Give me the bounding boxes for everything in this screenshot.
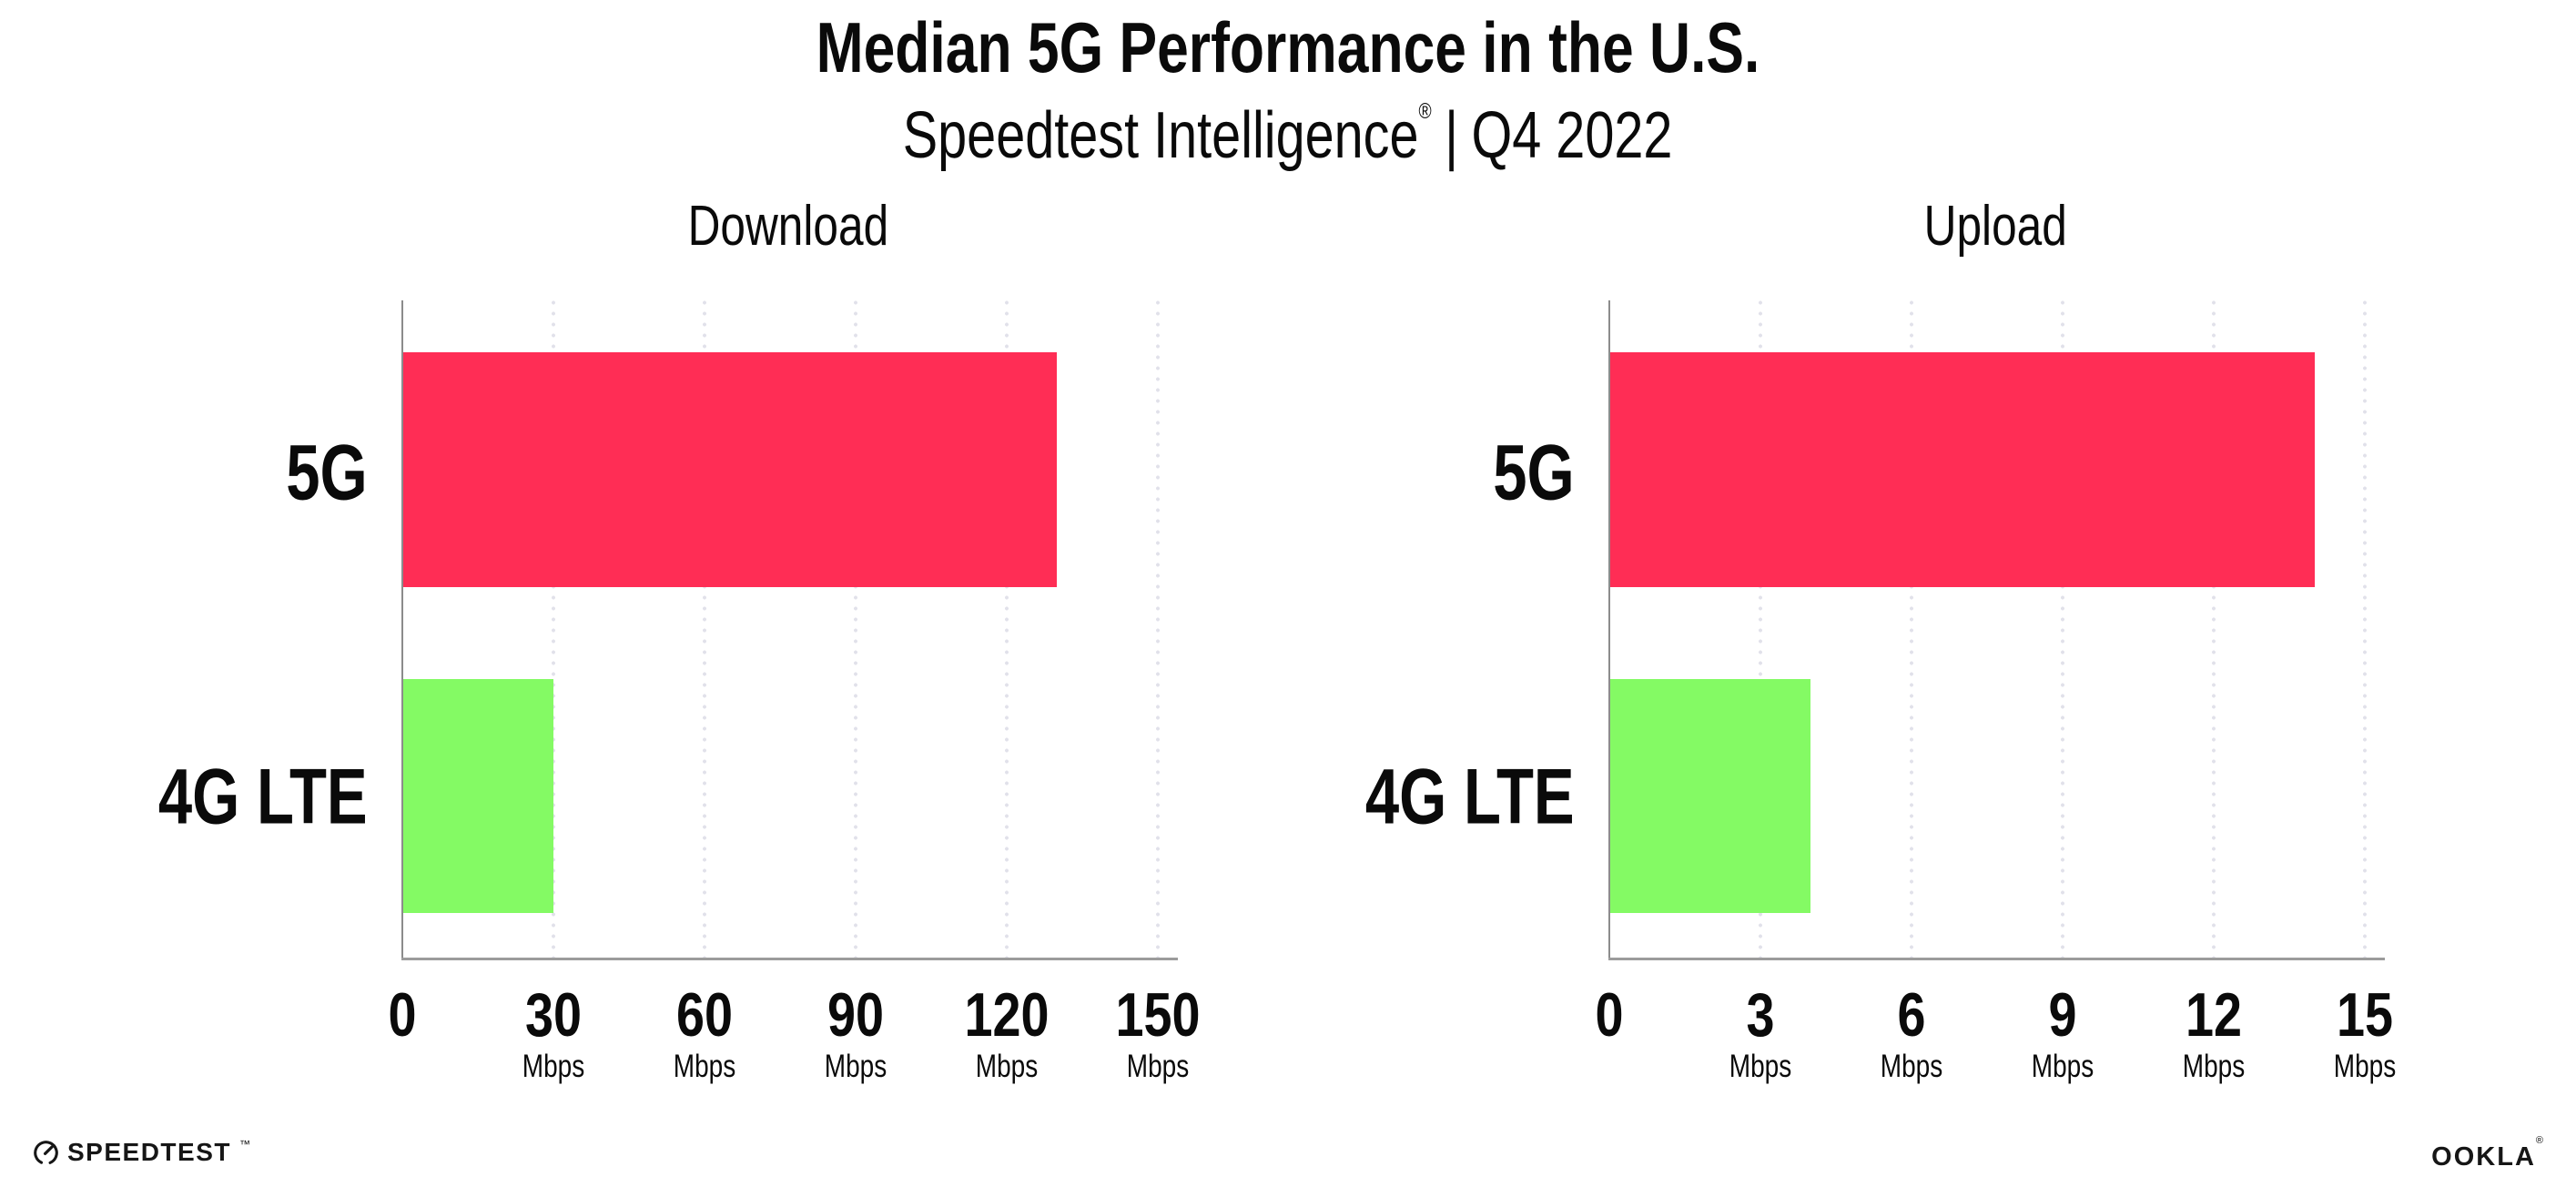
y-axis-line (401, 300, 403, 959)
x-tick-label: 60 (675, 980, 734, 1050)
x-axis-line (401, 958, 1178, 960)
subtitle-separator: | (1445, 99, 1459, 172)
category-label-4g-lte: 4G LTE (158, 753, 368, 841)
x-tick-unit: Mbps (824, 1049, 887, 1084)
upload-plot-area: 5G 4G LTE (1365, 300, 2385, 960)
gridline (703, 300, 706, 959)
bar-5g-download (402, 352, 1058, 587)
x-tick-label: 0 (388, 980, 417, 1050)
registered-mark: ® (1418, 99, 1433, 124)
ookla-logo: OOKLA® (2431, 1135, 2543, 1172)
x-tick-unit: Mbps (522, 1049, 585, 1084)
x-tick-label: 12 (2185, 980, 2243, 1050)
category-label-4g-lte: 4G LTE (1365, 753, 1575, 841)
bar-4g-lte-upload (1609, 679, 1811, 913)
x-tick-label: 120 (964, 980, 1050, 1050)
x-tick-unit: Mbps (2182, 1049, 2246, 1084)
gridline (1005, 300, 1009, 959)
x-tick-unit: Mbps (2031, 1049, 2094, 1084)
gridline (2061, 300, 2064, 959)
x-tick-unit: Mbps (2333, 1049, 2397, 1084)
gridline (2212, 300, 2216, 959)
category-label-5g: 5G (1493, 429, 1575, 517)
gridline (1910, 300, 1913, 959)
x-tick-label: 30 (524, 980, 583, 1050)
download-chart-title: Download (687, 195, 889, 258)
y-axis-line (1608, 300, 1610, 959)
bar-5g-upload (1609, 352, 2315, 587)
x-tick-label: 0 (1595, 980, 1624, 1050)
gridline (1156, 300, 1160, 959)
x-tick-unit: Mbps (1729, 1049, 1792, 1084)
x-tick-label: 9 (2048, 980, 2077, 1050)
trademark-mark: ™ (238, 1138, 250, 1151)
x-tick-label: 3 (1746, 980, 1775, 1050)
bar-4g-lte-download (402, 679, 553, 913)
x-tick-unit: Mbps (1126, 1049, 1190, 1084)
x-tick-unit: Mbps (975, 1049, 1039, 1084)
download-plot-area: 5G 4G LTE (158, 300, 1178, 960)
gridline (854, 300, 857, 959)
page-title: Median 5G Performance in the U.S. (816, 7, 1760, 87)
category-label-5g: 5G (286, 429, 368, 517)
x-tick-label: 15 (2336, 980, 2394, 1050)
x-tick-unit: Mbps (673, 1049, 736, 1084)
x-tick-label: 90 (827, 980, 885, 1050)
x-tick-unit: Mbps (1880, 1049, 1943, 1084)
speedtest-logo: SPEEDTEST ™ (33, 1138, 250, 1167)
x-axis-line (1608, 958, 2385, 960)
x-tick-label: 6 (1897, 980, 1926, 1050)
subtitle-period: Q4 2022 (1471, 99, 1673, 172)
speedtest-wordmark: SPEEDTEST (67, 1138, 231, 1166)
subtitle-brand: Speedtest Intelligence (903, 99, 1419, 172)
ookla-registered-mark: ® (2535, 1135, 2543, 1146)
ookla-wordmark: OOKLA (2431, 1142, 2536, 1172)
gridline (552, 300, 555, 959)
upload-chart: Upload 5G 4G LTE 0 3 Mbps 6 Mbps 9 Mbps 12 Mbps 15 Mb… (1365, 195, 2396, 1084)
x-tick-label: 150 (1115, 980, 1201, 1050)
speedtest-gauge-icon (34, 1140, 58, 1165)
upload-chart-title: Upload (1923, 195, 2067, 258)
page-subtitle: Speedtest Intelligence® | Q4 2022 (0, 98, 2576, 173)
gridline (1759, 300, 1762, 959)
download-chart: Download 5G 4G LTE 0 30 Mbps 60 Mbps 90 Mbps 120 Mb… (158, 195, 1200, 1084)
gridline (2363, 300, 2367, 959)
